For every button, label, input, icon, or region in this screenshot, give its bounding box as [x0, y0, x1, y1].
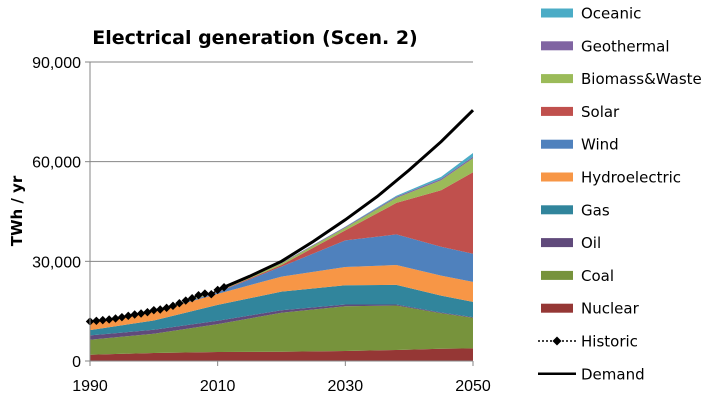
historic-point [187, 294, 197, 303]
stacked-areas [90, 153, 473, 361]
legend-label-demand: Demand [581, 365, 645, 383]
y-tick-label: 90,000 [32, 55, 81, 72]
legend-label-hydroelectric: Hydroelectric [581, 169, 681, 187]
chart-title: Electrical generation (Scen. 2) [92, 27, 417, 49]
historic-point [92, 316, 101, 326]
legend-label-solar: Solar [581, 103, 620, 121]
x-tick-label: 2010 [200, 378, 236, 395]
legend-swatch-biomass-waste [541, 74, 573, 84]
y-tick-labels: 0 30,000 60,000 90,000 [32, 55, 81, 371]
x-tick-label: 2050 [455, 378, 491, 395]
historic-point [98, 315, 107, 325]
legend-label-biomass-waste: Biomass&Waste [581, 70, 702, 88]
historic-point [168, 301, 178, 311]
legend-label-oceanic: Oceanic [581, 5, 641, 23]
historic-point [194, 291, 203, 300]
historic-point [130, 310, 139, 319]
historic-point [219, 283, 229, 292]
y-tick-label: 30,000 [32, 254, 81, 271]
legend-swatch-hydroelectric [541, 172, 573, 182]
legend-swatch-nuclear [541, 303, 573, 313]
legend-label-gas: Gas [581, 201, 610, 219]
historic-point [207, 290, 216, 299]
legend-swatch-coal [541, 270, 573, 280]
legend-swatch-geothermal [541, 41, 573, 51]
historic-point [200, 289, 210, 298]
demand-series [217, 109, 475, 292]
historic-series [85, 283, 229, 326]
historic-point [175, 298, 184, 308]
legend: Oceanic Geothermal Biomass&Waste Solar Wind H… [538, 5, 702, 383]
y-axis-label: TWh / yr [8, 175, 26, 246]
legend-marker-historic [552, 336, 562, 346]
historic-point [143, 307, 152, 317]
legend-swatch-oil [541, 238, 573, 248]
legend-label-nuclear: Nuclear [581, 300, 640, 318]
legend-swatch-oceanic [541, 8, 573, 18]
legend-label-coal: Coal [581, 267, 614, 285]
x-tick-labels: 1990 2010 2030 2050 [72, 378, 491, 395]
area-wind [90, 234, 473, 323]
legend-swatch-wind [541, 139, 573, 149]
historic-point [124, 311, 133, 321]
area-nuclear [90, 348, 473, 361]
historic-point [149, 305, 159, 315]
x-tick-label: 2030 [328, 378, 364, 395]
historic-point [111, 314, 120, 323]
y-tick-label: 0 [72, 354, 81, 371]
demand-line [217, 109, 475, 292]
legend-label-historic: Historic [581, 333, 638, 351]
axes [85, 61, 474, 366]
historic-point [104, 315, 114, 324]
legend-swatch-solar [541, 106, 573, 116]
area-gas [90, 284, 473, 336]
historic-point [136, 309, 146, 318]
legend-label-geothermal: Geothermal [581, 37, 670, 55]
historic-point [156, 305, 165, 314]
historic-point [117, 312, 127, 322]
x-tick-label: 1990 [72, 378, 108, 395]
legend-label-wind: Wind [581, 136, 619, 154]
historic-point [213, 285, 222, 295]
y-tick-label: 60,000 [32, 155, 81, 172]
legend-label-oil: Oil [581, 234, 601, 252]
area-hydroelectric [90, 265, 473, 331]
historic-point [181, 296, 190, 305]
area-coal [90, 305, 473, 355]
area-oil [90, 304, 473, 340]
legend-swatch-gas [541, 205, 573, 215]
historic-point [162, 303, 171, 313]
